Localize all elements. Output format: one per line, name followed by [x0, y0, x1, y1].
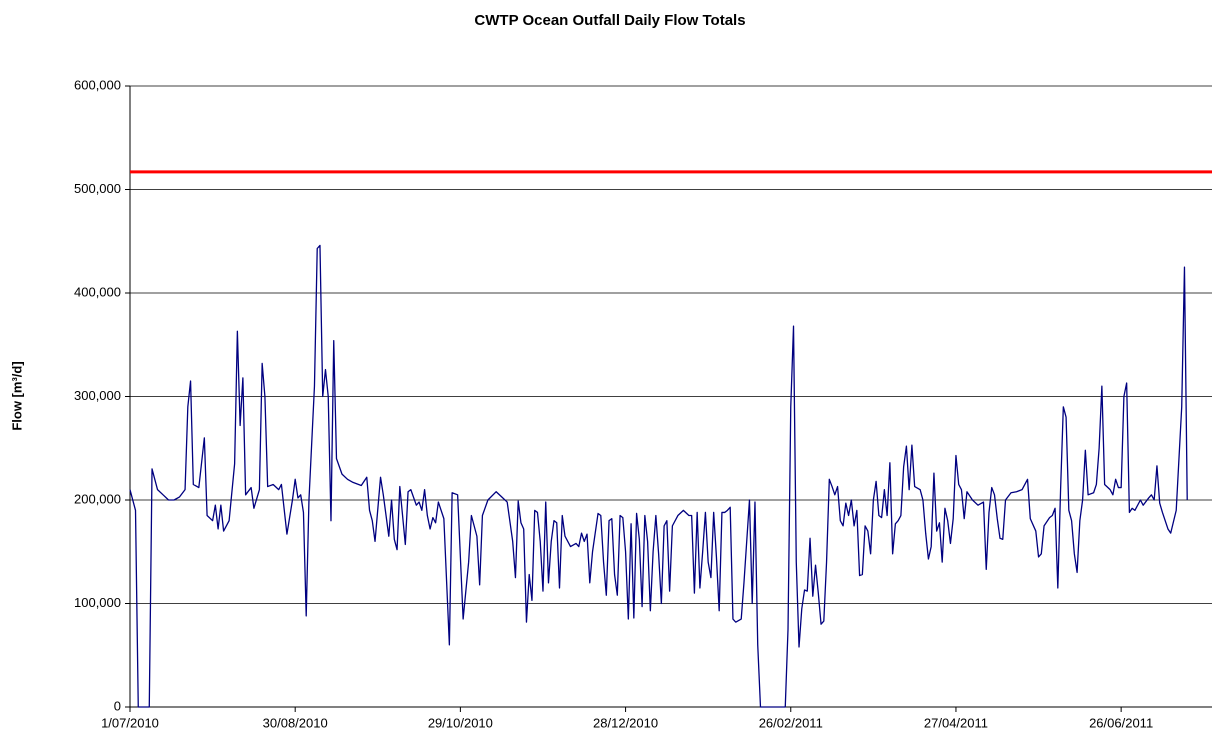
y-tick-label: 200,000: [74, 491, 121, 506]
x-tick-label: 1/07/2010: [101, 715, 159, 730]
x-tick-label: 27/04/2011: [924, 715, 988, 730]
y-tick-label: 100,000: [74, 595, 121, 610]
flow-line: [129, 244, 1188, 708]
y-tick-label: 0: [114, 698, 121, 713]
x-tick-label: 26/06/2011: [1089, 715, 1153, 730]
y-tick-label: 400,000: [74, 284, 121, 299]
y-tick-label: 300,000: [74, 388, 121, 403]
y-tick-label: 500,000: [74, 181, 121, 196]
chart-title: CWTP Ocean Outfall Daily Flow Totals: [474, 12, 745, 29]
x-tick-label: 28/12/2010: [593, 715, 658, 730]
x-tick-label: 30/08/2010: [263, 715, 328, 730]
x-tick-label: 26/02/2011: [759, 715, 823, 730]
x-tick-label: 29/10/2010: [428, 715, 493, 730]
y-axis-label: Flow [m³/d]: [9, 361, 24, 430]
y-tick-label: 600,000: [74, 77, 121, 92]
